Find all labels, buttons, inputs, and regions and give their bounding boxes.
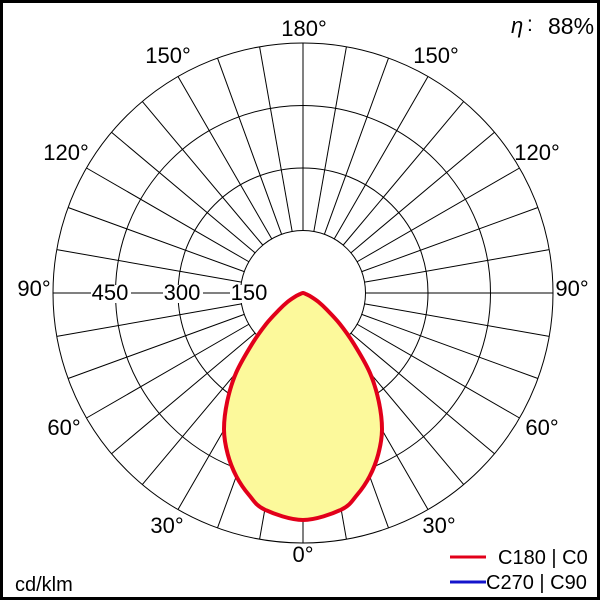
svg-text:120°: 120°: [43, 140, 89, 165]
svg-text:150: 150: [231, 280, 268, 305]
svg-text:120°: 120°: [514, 140, 560, 165]
svg-text:30°: 30°: [422, 513, 455, 538]
svg-text:30°: 30°: [150, 513, 183, 538]
svg-text:150°: 150°: [145, 43, 191, 68]
svg-text:90°: 90°: [555, 276, 588, 301]
svg-text:88%: 88%: [548, 13, 594, 39]
svg-text::: :: [527, 13, 533, 36]
svg-text:C180 | C0: C180 | C0: [498, 547, 588, 569]
svg-text:0°: 0°: [292, 542, 313, 567]
svg-text:60°: 60°: [47, 415, 80, 440]
svg-text:η: η: [511, 13, 523, 38]
svg-text:cd/klm: cd/klm: [15, 574, 73, 596]
svg-text:C270 | C90: C270 | C90: [486, 572, 587, 594]
svg-text:60°: 60°: [525, 415, 558, 440]
svg-text:450: 450: [92, 280, 129, 305]
svg-text:150°: 150°: [413, 43, 459, 68]
svg-text:180°: 180°: [281, 16, 327, 41]
svg-text:300: 300: [164, 280, 201, 305]
svg-text:90°: 90°: [17, 276, 50, 301]
